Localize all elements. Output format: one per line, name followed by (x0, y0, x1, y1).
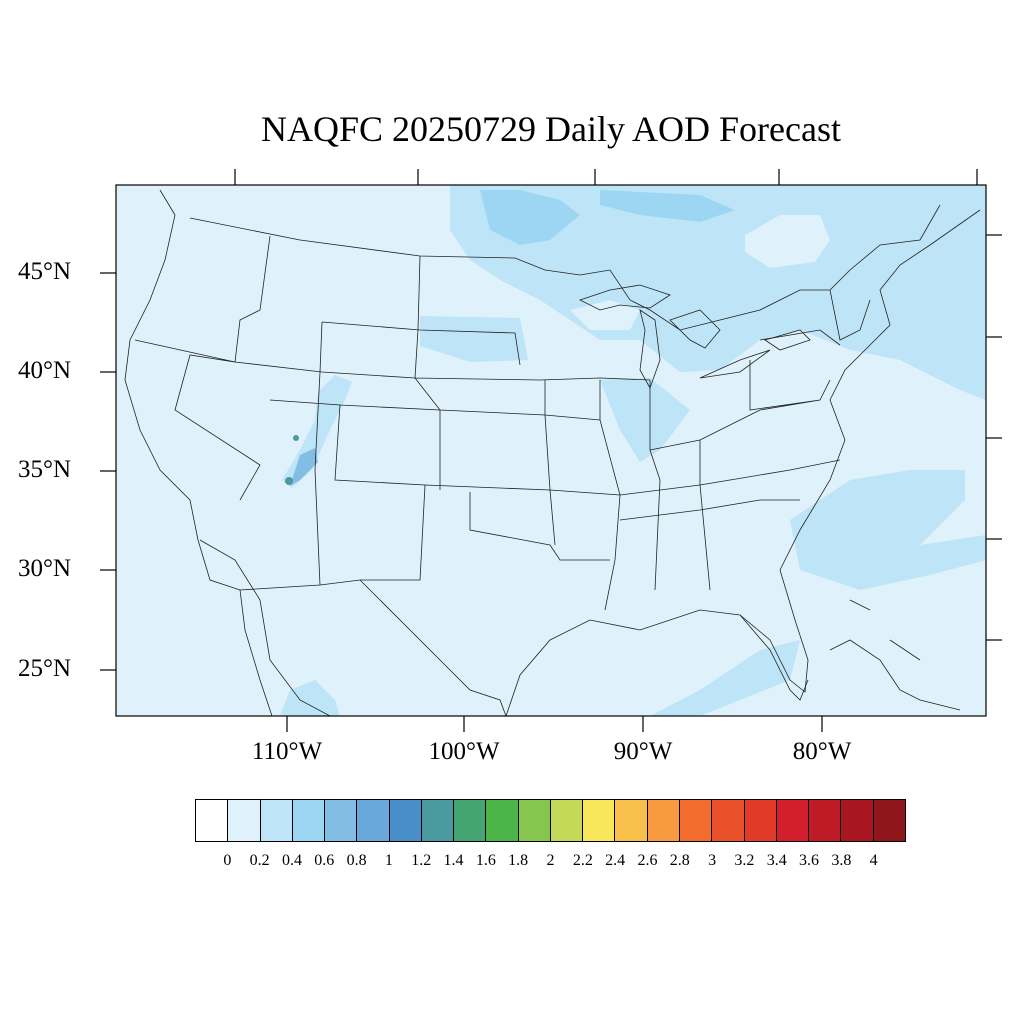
mexico (199, 539, 331, 716)
aod-hotspot (293, 435, 299, 441)
colorbar-label: 1.6 (475, 852, 496, 869)
lon-label-80w: 80°W (792, 738, 852, 765)
borders (124, 189, 981, 716)
colorbar-label: 0.6 (314, 852, 335, 869)
colorbar-swatch (421, 800, 455, 841)
aod-region-clear-patch-2 (570, 300, 640, 330)
aod-region-moderate-utah (290, 448, 318, 486)
aod-region-clear-patch (745, 215, 830, 268)
colorbar-swatch (196, 800, 229, 841)
us-outline (124, 189, 981, 716)
colorbar-labels: 0 0.2 0.4 0.6 0.8 1 1.2 1.4 1.6 1.8 2 2.2 2.4 2.6 2.8 3… (195, 852, 906, 876)
lat-label-45: 45°N (18, 258, 72, 285)
aod-region-northern-plains (420, 316, 528, 362)
colorbar-swatch (357, 800, 390, 841)
colorbar-swatch (486, 800, 519, 841)
colorbar-swatch (325, 800, 358, 841)
colorbar-label: 4 (869, 852, 878, 869)
aod-region-great-lakes-canada (450, 185, 986, 400)
aod-region-moderate-north-2 (600, 190, 735, 222)
colorbar-label: 1.4 (443, 852, 464, 869)
colorbar-label: 2.2 (572, 852, 593, 869)
colorbar-label: 2.8 (669, 852, 690, 869)
colorbar-swatch (647, 800, 680, 841)
aod-field (280, 185, 986, 716)
colorbar-swatch (809, 800, 842, 841)
colorbar-swatch (615, 800, 648, 841)
left-ticks (100, 272, 116, 671)
lat-label-35: 35°N (18, 456, 72, 483)
right-ticks (986, 234, 1002, 641)
colorbar-label: 3 (708, 852, 717, 869)
colorbar-label: 2.4 (605, 852, 626, 869)
colorbar-swatch (873, 800, 905, 841)
lat-label-25: 25°N (18, 655, 72, 682)
colorbar-swatch (776, 800, 810, 841)
colorbar-label: 0.2 (249, 852, 270, 869)
canada-border (189, 204, 941, 331)
state-lines (134, 235, 871, 611)
lon-label-110w: 110°W (251, 738, 323, 765)
map-title: NAQFC 20250729 Daily AOD Forecast (261, 109, 841, 149)
colorbar-swatch (744, 800, 777, 841)
aod-region-southwest (280, 680, 340, 716)
aod-region-atlantic (790, 470, 986, 590)
colorbar-label: 1 (384, 852, 393, 869)
colorbar (195, 799, 906, 842)
colorbar-swatch (228, 800, 261, 841)
colorbar-label: 1.8 (508, 852, 529, 869)
colorbar-swatch (712, 800, 745, 841)
colorbar-label: 0.4 (281, 852, 302, 869)
aod-region-midwest (600, 378, 690, 462)
colorbar-label: 3.6 (799, 852, 820, 869)
lon-label-90w: 90°W (613, 738, 673, 765)
colorbar-swatch (292, 800, 326, 841)
caribbean (829, 599, 961, 711)
great-lakes (578, 284, 811, 389)
colorbar-swatch (454, 800, 487, 841)
aod-hotspot (285, 477, 293, 485)
colorbar-swatch (518, 800, 551, 841)
colorbar-label: 2 (546, 852, 555, 869)
colorbar-label: 2.6 (637, 852, 658, 869)
aod-region-moderate-north (480, 190, 580, 245)
colorbar-label: 1.2 (411, 852, 432, 869)
colorbar-label: 0.8 (346, 852, 367, 869)
colorbar-swatch (389, 800, 422, 841)
lat-label-30: 30°N (18, 555, 72, 582)
colorbar-swatch (841, 800, 874, 841)
colorbar-label: 0 (223, 852, 232, 869)
colorbar-label: 3.2 (734, 852, 755, 869)
map-frame (115, 184, 987, 717)
florida (739, 614, 809, 701)
colorbar-swatch (260, 800, 293, 841)
top-ticks (234, 169, 978, 185)
colorbar-swatch (583, 800, 616, 841)
bottom-ticks (286, 716, 823, 732)
colorbar-swatch (679, 800, 713, 841)
lat-label-40: 40°N (18, 357, 72, 384)
colorbar-label: 3.8 (831, 852, 852, 869)
colorbar-swatch (550, 800, 584, 841)
lon-label-100w: 100°W (428, 738, 500, 765)
aod-region-gulf (650, 640, 800, 716)
colorbar-label: 3.4 (766, 852, 787, 869)
